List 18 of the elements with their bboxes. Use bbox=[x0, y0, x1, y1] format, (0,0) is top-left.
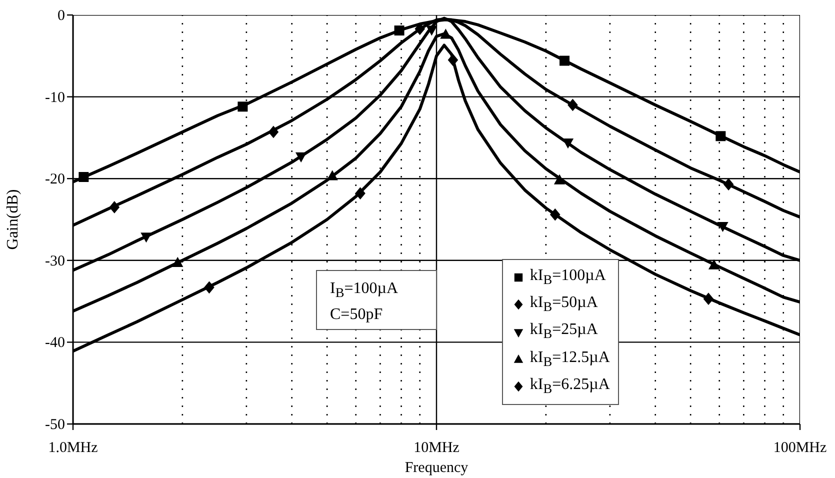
x-tick-label: 10MHz bbox=[414, 440, 460, 456]
y-tick-label: -20 bbox=[45, 172, 65, 188]
y-tick-label: 0 bbox=[58, 8, 65, 24]
legend-label: kI$_{B}$=50µA bbox=[530, 293, 598, 316]
legend-label: kI$_{B}$=6.25µA bbox=[530, 374, 610, 398]
legend-label: kI$_{B}$=12.5µA bbox=[530, 348, 610, 371]
y-tick-label: -30 bbox=[45, 253, 65, 270]
x-axis-title: Frequency bbox=[404, 460, 469, 476]
y-axis-title: Gain(dB) bbox=[4, 189, 22, 250]
legend-label: kI$_{B}$=100µA bbox=[530, 266, 606, 290]
y-tick-label: -10 bbox=[45, 90, 65, 106]
y-tick-label: -50 bbox=[45, 417, 65, 433]
annotation: I$_{B}$=100µA bbox=[330, 279, 398, 302]
annotation: C=50pF bbox=[330, 305, 384, 326]
legend-label: kI$_{B}$=25µA bbox=[530, 320, 598, 344]
x-tick-label: 1.0MHz bbox=[48, 440, 98, 456]
y-tick-label: -40 bbox=[45, 335, 65, 352]
x-tick-label: 100MHz bbox=[773, 440, 828, 456]
